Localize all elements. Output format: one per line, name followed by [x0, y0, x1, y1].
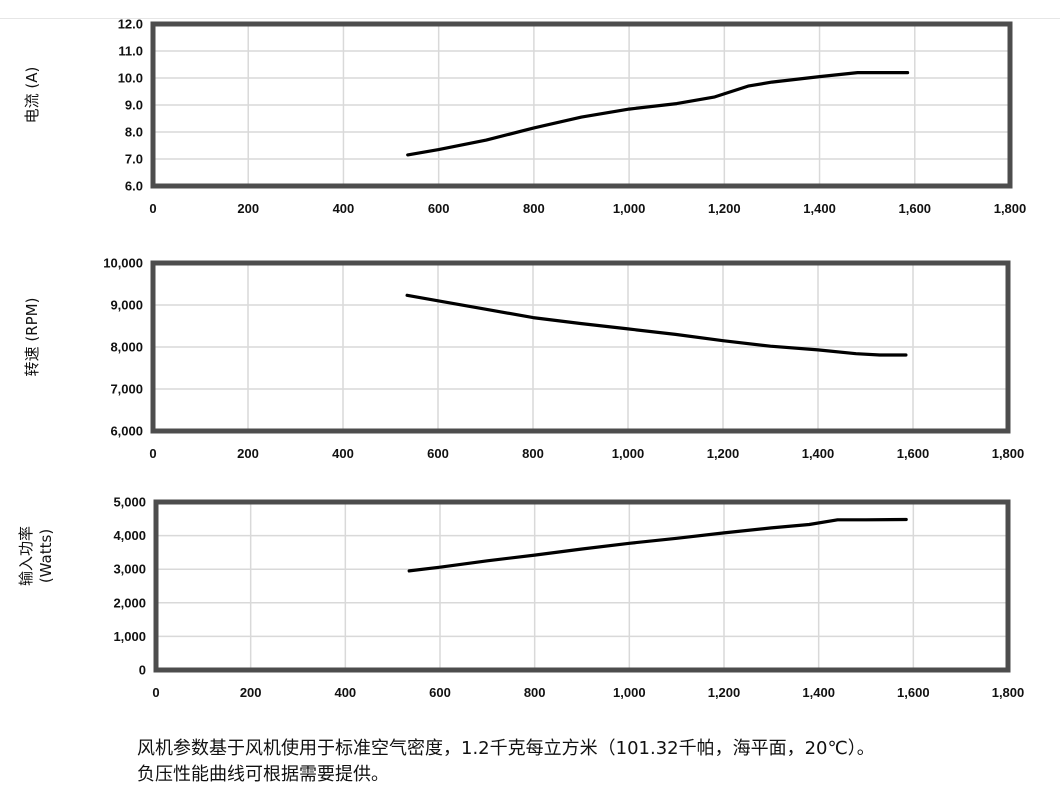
- x-tick-label: 800: [524, 685, 546, 700]
- x-tick-label: 400: [332, 446, 354, 461]
- y-tick-label: 12.0: [118, 17, 143, 32]
- y-tick-label: 5,000: [113, 495, 146, 510]
- x-tick-label: 1,600: [897, 685, 930, 700]
- y-tick-label: 8.0: [125, 125, 143, 140]
- y-tick-label: 7.0: [125, 152, 143, 167]
- x-tick-label: 1,200: [708, 685, 741, 700]
- series-line: [406, 70, 910, 157]
- x-tick-label: 800: [523, 201, 545, 216]
- x-tick-label: 600: [428, 201, 450, 216]
- y-tick-label: 10.0: [118, 71, 143, 86]
- y-tick-label: 6,000: [110, 424, 143, 439]
- chart-1: 6.0 7.0 8.0 9.0 10.0 11.0 12.0 0 200 400 600 800 1,0…: [23, 17, 1026, 217]
- x-tick-label: 1,000: [613, 201, 646, 216]
- y-tick-label: 7,000: [110, 382, 143, 397]
- x-tick-label: 1,400: [803, 201, 836, 216]
- footnote-line-2: 负压性能曲线可根据需要提供。: [137, 764, 389, 785]
- chart-2: 6,000 7,000 8,000 9,000 10,000 0 200 400 600 800 1…: [23, 256, 1024, 462]
- x-tick-label: 0: [152, 685, 159, 700]
- y-tick-label: 8,000: [110, 340, 143, 355]
- fan-performance-charts: 6.0 7.0 8.0 9.0 10.0 11.0 12.0 0 200 400 600 800 1,0…: [17, 17, 1026, 701]
- y-tick-label: 10,000: [103, 256, 143, 271]
- x-tick-label: 1,600: [899, 201, 932, 216]
- x-tick-label: 800: [522, 446, 544, 461]
- x-tick-label: 0: [149, 446, 156, 461]
- plot-frame: [150, 21, 1013, 189]
- y-tick-label: 0: [139, 663, 146, 678]
- x-tick-label: 200: [240, 685, 262, 700]
- y-axis-label-unit: (Watts): [37, 529, 55, 583]
- x-tick-label: 600: [429, 685, 451, 700]
- x-tick-label: 1,600: [897, 446, 930, 461]
- footnote: 风机参数基于风机使用于标准空气密度，1.2千克每立方米（101.32千帕，海平面…: [137, 736, 1037, 788]
- x-tick-label: 1,800: [994, 201, 1027, 216]
- footnote-line-1: 风机参数基于风机使用于标准空气密度，1.2千克每立方米（101.32千帕，海平面…: [137, 738, 875, 759]
- x-tick-label: 1,400: [802, 685, 835, 700]
- y-tick-label: 11.0: [118, 44, 143, 59]
- y-tick-label: 3,000: [113, 562, 146, 577]
- x-tick-label: 1,000: [613, 685, 646, 700]
- y-tick-label: 4,000: [113, 528, 146, 543]
- y-tick-label: 1,000: [113, 629, 146, 644]
- y-axis-label: 转速 (RPM): [23, 298, 41, 377]
- x-tick-label: 1,800: [992, 446, 1025, 461]
- x-tick-label: 200: [237, 201, 259, 216]
- y-axis-label: 电流 (A): [23, 67, 41, 124]
- y-tick-label: 9.0: [125, 98, 143, 113]
- y-axis-label: 输入功率: [17, 526, 35, 586]
- plot-frame: [150, 260, 1011, 434]
- plot-frame: [153, 499, 1011, 673]
- x-tick-label: 1,400: [802, 446, 835, 461]
- top-divider: [0, 18, 1060, 19]
- x-tick-label: 0: [149, 201, 156, 216]
- y-tick-label: 9,000: [110, 298, 143, 313]
- x-tick-label: 1,200: [707, 446, 740, 461]
- x-tick-label: 1,800: [992, 685, 1025, 700]
- x-tick-label: 600: [427, 446, 449, 461]
- x-tick-label: 400: [333, 201, 355, 216]
- x-tick-label: 1,200: [708, 201, 741, 216]
- chart-3: 0 1,000 2,000 3,000 4,000 5,000 0 200 400 600 800 1…: [17, 495, 1024, 701]
- series-line: [407, 517, 908, 573]
- x-tick-label: 400: [334, 685, 356, 700]
- series-line: [405, 293, 908, 357]
- y-tick-label: 6.0: [125, 179, 143, 194]
- x-tick-label: 200: [237, 446, 259, 461]
- y-tick-label: 2,000: [113, 595, 146, 610]
- x-tick-label: 1,000: [612, 446, 645, 461]
